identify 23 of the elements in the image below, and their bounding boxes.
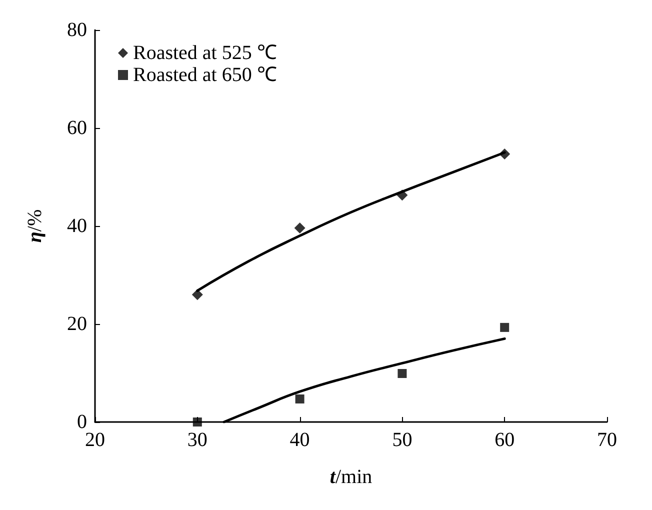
point: [396, 190, 408, 201]
y-tick-label: 60: [67, 117, 87, 139]
x-axis-title: t/min: [330, 466, 372, 488]
y-axis-title: η/%: [24, 209, 46, 243]
point: [192, 418, 202, 426]
y-tick-label: 0: [77, 411, 87, 433]
legend-label: Roasted at 525 ℃: [133, 42, 277, 64]
point: [294, 222, 306, 234]
y-tick-label: 20: [67, 313, 87, 335]
point: [398, 368, 407, 378]
x-tick-label: 30: [187, 429, 208, 451]
x-tick-label: 20: [85, 429, 105, 451]
point: [500, 322, 510, 332]
x-tick-label: 60: [494, 429, 515, 451]
point: [499, 148, 510, 160]
point: [192, 289, 203, 300]
x-tick-label: 40: [290, 429, 310, 451]
point: [295, 394, 304, 404]
x-tick-label: 70: [597, 429, 617, 451]
y-tick-label: 40: [67, 215, 87, 237]
legend-label: Roasted at 650 ℃: [133, 64, 277, 86]
x-tick-label: 50: [392, 429, 412, 451]
y-tick-label: 80: [67, 19, 87, 41]
